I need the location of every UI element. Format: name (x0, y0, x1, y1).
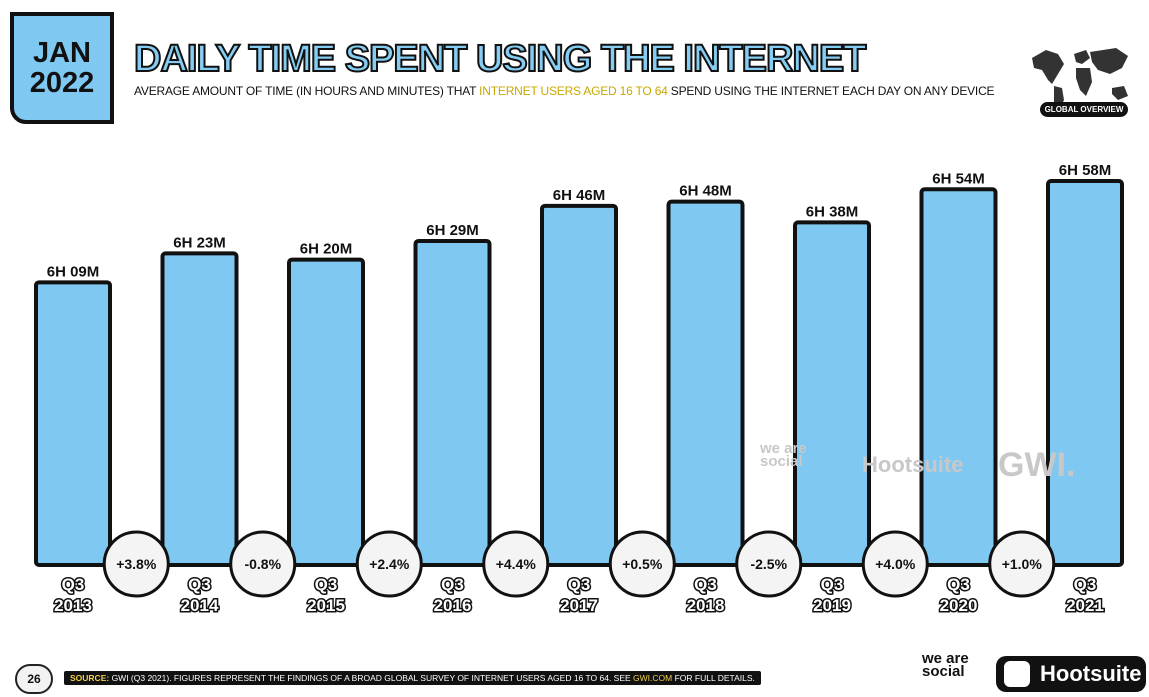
bar-value-label: 6H 23M (173, 234, 226, 251)
owl-icon (1004, 661, 1030, 687)
date-badge: JAN 2022 (10, 12, 114, 124)
source-note: SOURCE: GWI (Q3 2021). FIGURES REPRESENT… (64, 671, 761, 685)
category-label: 2021 (1066, 596, 1104, 615)
category-label: 2015 (307, 596, 345, 615)
badge-month: JAN (32, 37, 91, 69)
change-label: +4.0% (875, 556, 916, 572)
category-label: 2016 (434, 596, 472, 615)
subtitle-highlight: INTERNET USERS AGED 16 TO 64 (479, 84, 668, 98)
bar (160, 251, 239, 567)
chart-title: DAILY TIME SPENT USING THE INTERNET (133, 37, 867, 81)
category-label: Q3 (315, 575, 338, 594)
global-overview-label: GLOBAL OVERVIEW (1040, 102, 1128, 117)
source-label: SOURCE: (70, 673, 110, 683)
bar-value-label: 6H 20M (300, 241, 353, 258)
hootsuite-logo: Hootsuite (996, 656, 1146, 692)
change-circle (861, 530, 929, 598)
change-circle (735, 530, 803, 598)
change-circle (608, 530, 676, 598)
bar-value-label: 6H 09M (47, 263, 100, 280)
world-map-icon (1032, 48, 1128, 112)
category-label: Q3 (62, 575, 85, 594)
hootsuite-logo-text: Hootsuite (1040, 661, 1142, 686)
change-label: -0.8% (244, 556, 281, 572)
change-circle (355, 530, 423, 598)
bar (287, 257, 365, 568)
bar (793, 220, 871, 568)
subtitle-post: SPEND USING THE INTERNET EACH DAY ON ANY… (667, 84, 995, 98)
change-label: +3.8% (116, 556, 157, 572)
change-label: +1.0% (1002, 556, 1043, 572)
category-label: Q3 (821, 575, 844, 594)
category-label: Q3 (947, 575, 970, 594)
bar-value-label: 6H 29M (426, 222, 479, 239)
source-end: FOR FULL DETAILS. (672, 673, 755, 683)
category-label: 2018 (687, 596, 725, 615)
category-label: 2019 (813, 596, 851, 615)
bar-value-label: 6H 46M (553, 187, 606, 204)
bar (413, 238, 492, 568)
bar-value-label: 6H 48M (679, 183, 732, 200)
page-number: 26 (15, 664, 53, 694)
source-link[interactable]: GWI.COM (633, 673, 673, 683)
bar-value-label: 6H 58M (1059, 162, 1112, 179)
category-label: 2013 (54, 596, 92, 615)
change-circle (102, 530, 170, 598)
change-circle (988, 530, 1056, 598)
change-circle (482, 530, 550, 598)
bar-value-label: 6H 38M (806, 203, 859, 220)
watermark-gwi: GWI. (998, 446, 1076, 484)
category-label: Q3 (694, 575, 717, 594)
chart-subtitle: AVERAGE AMOUNT OF TIME (IN HOURS AND MIN… (134, 84, 995, 98)
watermark-wearesocial: we are social (760, 440, 807, 470)
category-label: Q3 (568, 575, 591, 594)
watermark-hootsuite: Hootsuite (862, 452, 964, 477)
bar (34, 280, 112, 568)
category-label: 2014 (181, 596, 219, 615)
bar (919, 187, 998, 568)
bar (1046, 179, 1124, 567)
category-label: 2020 (940, 596, 978, 615)
source-text: GWI (Q3 2021). FIGURES REPRESENT THE FIN… (109, 673, 634, 683)
bar-value-label: 6H 54M (932, 170, 985, 187)
wearesocial-logo: we are social (922, 650, 969, 680)
bar-chart: 6H 09M Q3 2013 6H 23M Q3 2014 6H 20M Q3 2015 6H 2… (34, 162, 1124, 617)
category-label: 2017 (560, 596, 598, 615)
category-label: Q3 (1074, 575, 1097, 594)
badge-year: 2022 (29, 67, 95, 99)
subtitle-pre: AVERAGE AMOUNT OF TIME (IN HOURS AND MIN… (134, 84, 480, 98)
bar (540, 203, 618, 567)
category-label: Q3 (441, 575, 464, 594)
change-label: -2.5% (750, 556, 787, 572)
change-circle (229, 530, 297, 598)
change-label: +4.4% (496, 556, 537, 572)
bar (666, 199, 745, 567)
category-label: Q3 (188, 575, 211, 594)
change-label: +0.5% (622, 556, 663, 572)
change-label: +2.4% (369, 556, 410, 572)
